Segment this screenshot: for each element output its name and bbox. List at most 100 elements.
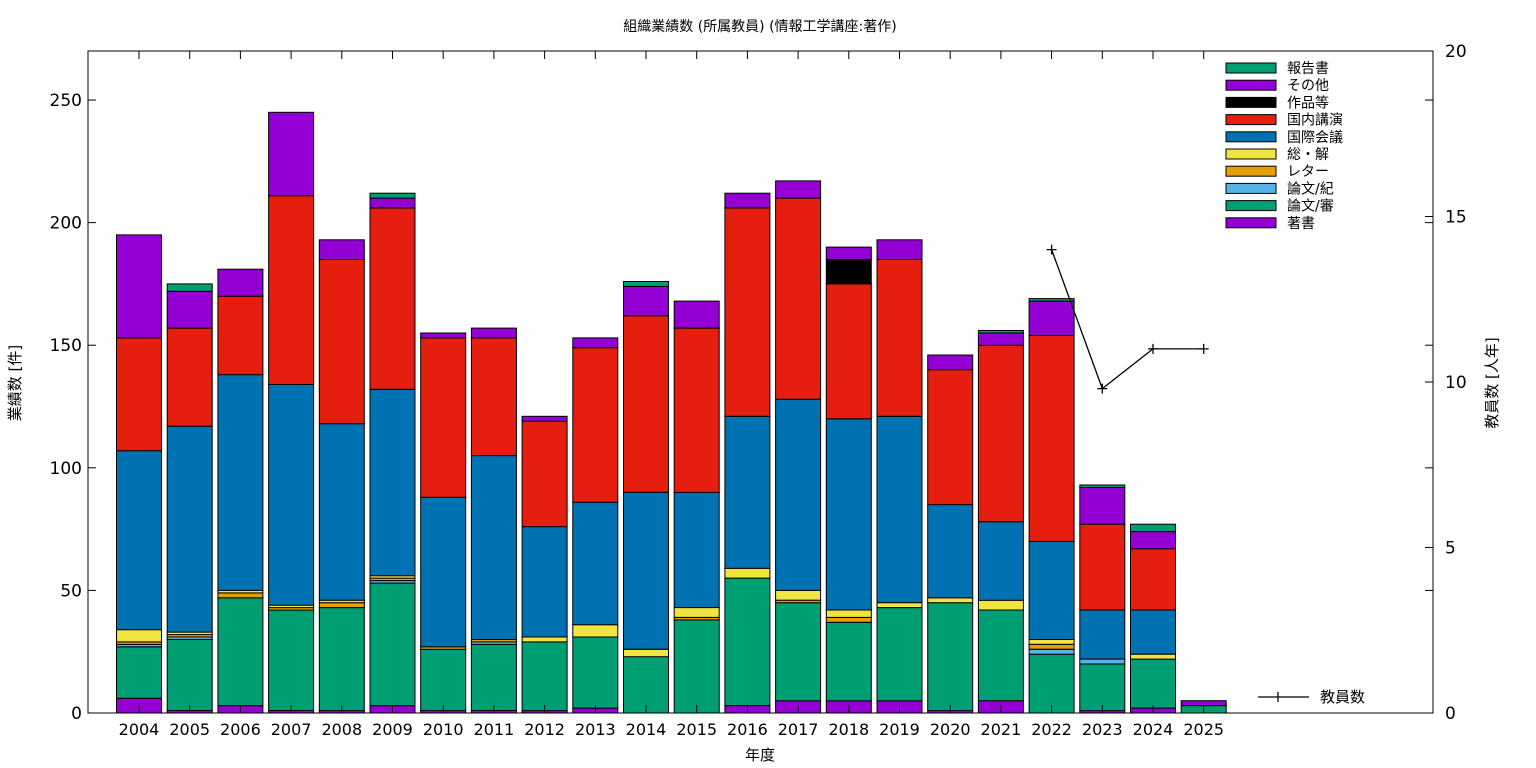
legend-swatch-2 (1225, 96, 1277, 108)
bar-2005-s8 (166, 290, 213, 329)
x-tick-label-2007: 2007 (271, 720, 312, 739)
x-tick-label-2010: 2010 (423, 720, 464, 739)
bar-2018-s7 (825, 258, 872, 285)
bar-2006-s6 (217, 295, 264, 376)
legend-label-3: 国内講演 (1287, 113, 1343, 129)
bar-2024-s4 (1130, 653, 1176, 660)
legend-label-2: 作品等 (1287, 94, 1329, 111)
y-tick-label-100: 100 (50, 459, 82, 479)
legend-swatch-7 (1225, 182, 1277, 194)
bar-2014-s8 (623, 285, 669, 317)
bar-2023-s1 (1079, 663, 1126, 712)
y-tick-label-200: 200 (50, 214, 82, 234)
x-tick-label-2022: 2022 (1031, 720, 1072, 739)
y2-tick-label-0: 0 (1445, 704, 1456, 724)
bar-2015-s6 (673, 327, 720, 493)
bar-2011-s6 (470, 337, 517, 457)
x-tick-label-2021: 2021 (981, 720, 1022, 739)
bar-2004-s6 (116, 337, 162, 452)
bar-2013-s1 (572, 636, 619, 709)
bar-2005-s6 (166, 327, 213, 427)
bar-2021-s8 (977, 332, 1024, 346)
bar-2023-s6 (1079, 523, 1126, 611)
bar-2015-s5 (673, 491, 720, 608)
bar-2005-s9 (166, 283, 213, 292)
bar-2022-s1 (1028, 653, 1075, 714)
y2-tick-label-10: 10 (1445, 373, 1467, 393)
y-tick-label-250: 250 (50, 91, 82, 111)
bar-2019-s4 (876, 602, 923, 609)
bar-2020-s6 (927, 369, 974, 506)
bar-2006-s3 (217, 592, 264, 599)
line-point-2023 (1097, 383, 1108, 394)
x-tick-label-2005: 2005 (169, 720, 210, 739)
legend-label-9: 著書 (1287, 216, 1315, 232)
bar-2019-s6 (876, 258, 923, 417)
bar-2005-s5 (166, 425, 213, 633)
bar-2020-s4 (927, 597, 974, 604)
line-point-2025 (1198, 343, 1209, 354)
bar-2019-s8 (876, 239, 923, 260)
bar-2015-s4 (673, 607, 720, 618)
bar-2016-s1 (724, 577, 771, 707)
bar-2022-s9 (1028, 298, 1075, 302)
legend-swatch-4 (1225, 131, 1277, 143)
bar-2022-s3 (1028, 643, 1075, 650)
bar-2014-s5 (623, 491, 669, 650)
bar-2006-s8 (217, 268, 264, 297)
bar-2018-s3 (825, 616, 872, 623)
bar-2022-s5 (1028, 540, 1075, 641)
x-tick-label-2011: 2011 (474, 720, 515, 739)
bar-2018-s6 (825, 283, 872, 420)
bar-2016-s6 (724, 207, 771, 417)
legend-swatch-3 (1225, 114, 1277, 126)
y2-tick-label-20: 20 (1445, 42, 1467, 62)
bar-2021-s5 (977, 521, 1024, 601)
bar-2017-s8 (775, 180, 822, 199)
bar-2024-s5 (1130, 609, 1176, 655)
x-tick-label-2020: 2020 (930, 720, 971, 739)
bar-2014-s9 (623, 281, 669, 287)
x-tick-label-2004: 2004 (119, 720, 160, 739)
y-tick-label-50: 50 (60, 581, 82, 601)
bar-2010-s6 (420, 337, 467, 498)
bar-2020-s1 (927, 602, 974, 712)
legend-swatch-6 (1225, 165, 1277, 177)
bar-2023-s8 (1079, 486, 1126, 525)
x-axis-label: 年度 (745, 746, 775, 764)
bar-2014-s1 (623, 656, 669, 714)
bar-2004-s5 (116, 450, 162, 631)
bar-2009-s1 (369, 582, 416, 707)
bar-2012-s4 (521, 636, 568, 643)
bar-2008-s3 (318, 602, 365, 609)
bar-2009-s6 (369, 207, 416, 390)
bar-2004-s1 (116, 646, 162, 699)
bar-2017-s6 (775, 197, 822, 400)
bar-2009-s9 (369, 192, 416, 199)
bar-2023-s2 (1079, 658, 1126, 665)
x-tick-label-2013: 2013 (575, 720, 616, 739)
legend-label-0: 報告書 (1287, 61, 1329, 77)
bar-2009-s8 (369, 197, 416, 209)
legend-label-5: 総・解 (1287, 147, 1329, 163)
bar-2022-s6 (1028, 334, 1075, 542)
x-tick-label-2006: 2006 (220, 720, 261, 739)
line-point-2024 (1148, 343, 1158, 354)
bar-2021-s4 (977, 599, 1024, 611)
bar-2008-s6 (318, 258, 365, 425)
bar-2012-s8 (521, 415, 568, 422)
bar-2024-s1 (1130, 658, 1176, 709)
x-tick-label-2008: 2008 (321, 720, 362, 739)
bar-2013-s5 (572, 501, 619, 626)
bar-2017-s5 (775, 398, 822, 591)
bar-2007-s5 (268, 384, 315, 606)
x-tick-label-2015: 2015 (676, 720, 717, 739)
bar-2010-s1 (420, 648, 467, 712)
x-tick-label-2024: 2024 (1133, 720, 1174, 739)
line-layer (1046, 244, 1209, 394)
bar-2018-s4 (825, 609, 872, 618)
bar-2006-s5 (217, 374, 264, 591)
bar-2009-s5 (369, 388, 416, 577)
x-tick-label-2014: 2014 (626, 720, 667, 739)
